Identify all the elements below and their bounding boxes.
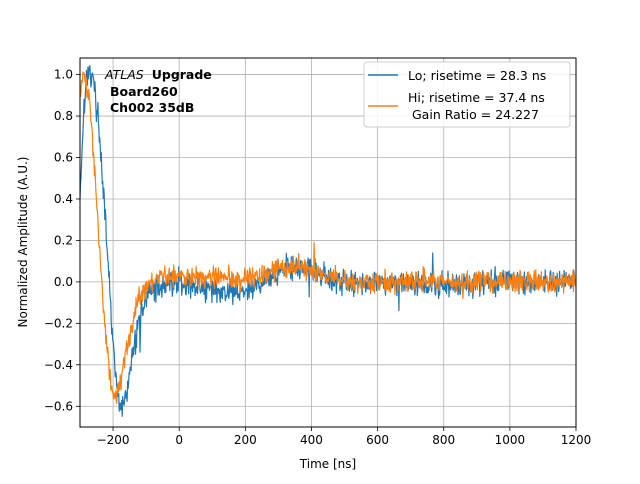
y-tick-label: −0.6 xyxy=(44,399,73,413)
y-tick-label: −0.4 xyxy=(44,358,73,372)
y-tick-label: −0.2 xyxy=(44,316,73,330)
tick-layer: −200 0 200 400 600 800 1000 1200 −0.6 −0.4 −0.2 0.0… xyxy=(44,68,591,447)
plot-frame xyxy=(79,57,577,428)
x-tick-label: 0 xyxy=(175,433,183,447)
x-tick-label: −200 xyxy=(97,433,130,447)
x-axis-label: Time [ns] xyxy=(299,457,356,471)
x-tick-label: 400 xyxy=(300,433,323,447)
atlas-label: ATLAS xyxy=(104,67,144,82)
legend-box xyxy=(363,61,571,128)
y-tick-label: 0.6 xyxy=(54,151,73,165)
legend-label-lo: Lo; risetime = 28.3 ns xyxy=(408,68,546,83)
legend: Lo; risetime = 28.3 ns Hi; risetime = 37… xyxy=(363,61,571,128)
y-axis-label: Normalized Amplitude (A.U.) xyxy=(16,157,30,328)
x-tick-label: 200 xyxy=(234,433,257,447)
y-tick-label: 1.0 xyxy=(54,68,73,82)
channel-label: Ch002 35dB xyxy=(110,100,194,115)
legend-gain-ratio: Gain Ratio = 24.227 xyxy=(412,107,539,122)
series-layer xyxy=(80,65,576,417)
x-tick-label: 600 xyxy=(366,433,389,447)
series-line-hi xyxy=(80,71,576,404)
legend-label-hi: Hi; risetime = 37.4 ns xyxy=(408,90,545,105)
y-tick-label: 0.8 xyxy=(54,109,73,123)
y-tick-label: 0.0 xyxy=(54,275,73,289)
x-tick-label: 1200 xyxy=(561,433,592,447)
atlas-annotation: ATLAS Upgrade Board260 Ch002 35dB xyxy=(104,67,212,115)
svg-text:ATLAS Upgrade: ATLAS Upgrade xyxy=(104,67,212,82)
y-tick-label: 0.4 xyxy=(54,192,73,206)
x-tick-label: 800 xyxy=(432,433,455,447)
y-tick-label: 0.2 xyxy=(54,233,73,247)
upgrade-label: Upgrade xyxy=(152,67,212,82)
board-label: Board260 xyxy=(110,84,178,99)
x-tick-label: 1000 xyxy=(495,433,526,447)
